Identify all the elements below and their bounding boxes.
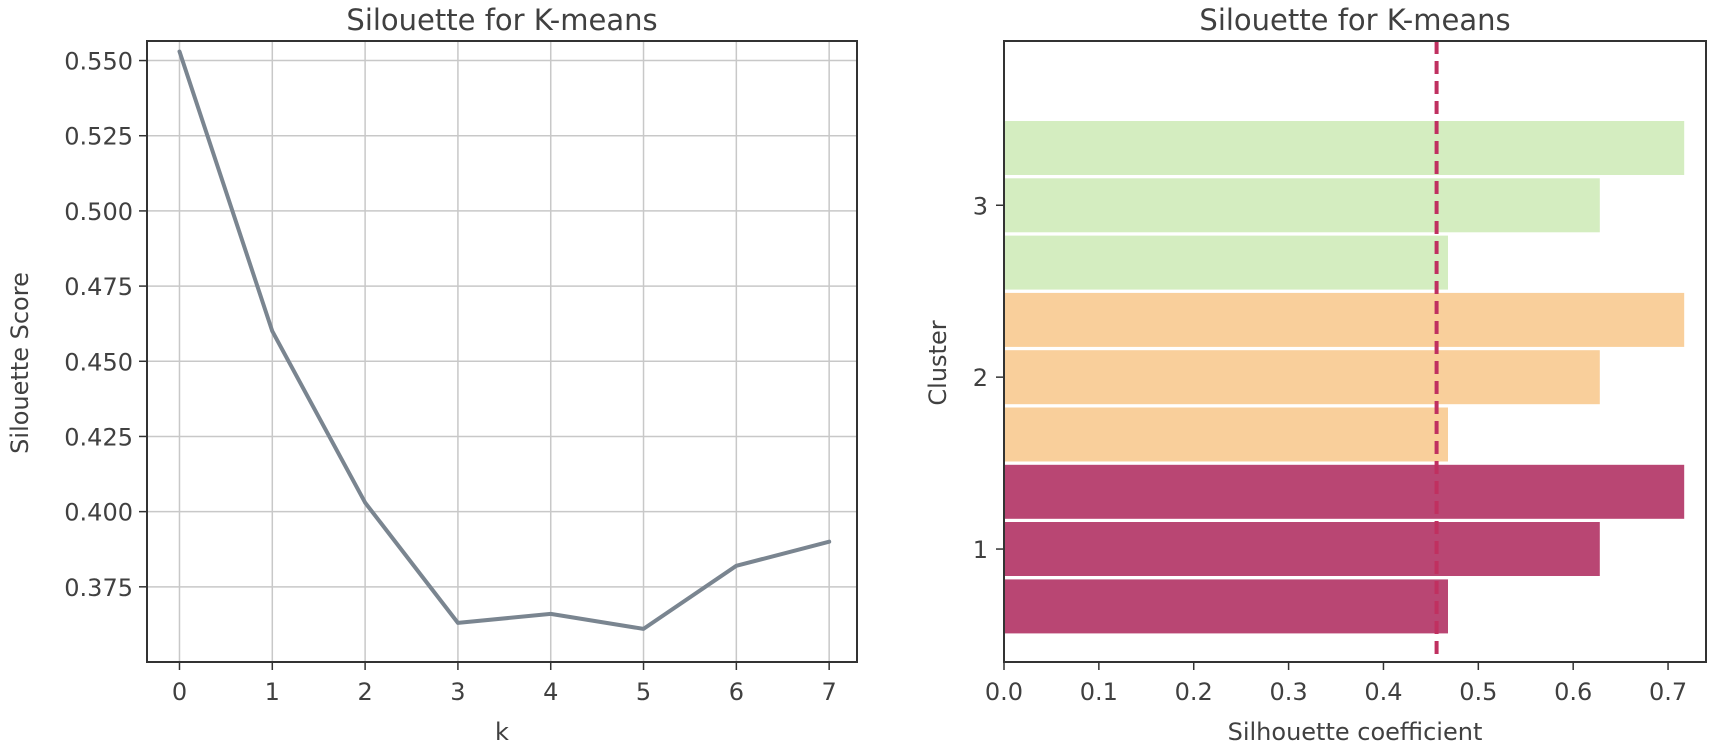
score-series-line	[177, 49, 832, 631]
left-y-tick-label: 0.550	[64, 48, 133, 76]
bar-cluster-3	[1004, 178, 1600, 233]
right-y-axis-label: Cluster	[924, 320, 952, 405]
left-x-tick-label: 2	[357, 678, 372, 706]
right-y-tick-label: 2	[973, 364, 988, 392]
left-y-tick-label: 0.500	[64, 198, 133, 226]
left-x-tick-label: 7	[822, 678, 837, 706]
left-y-tick-label: 0.475	[64, 273, 133, 301]
bar-cluster-2	[1004, 350, 1600, 405]
silhouette-score-line-chart: Silouette for K-means 0 1 2 3 4 5 6 7 0.375 0.40…	[6, 3, 858, 746]
left-y-tick-label: 0.525	[64, 123, 133, 151]
left-x-tick-label: 5	[636, 678, 651, 706]
left-y-tick-label: 0.425	[64, 423, 133, 451]
bar-cluster-3	[1004, 235, 1448, 290]
right-y-tick-label: 3	[973, 192, 988, 220]
right-x-tick-label: 0.3	[1270, 678, 1308, 706]
bar-cluster-1	[1004, 464, 1685, 519]
right-bars	[1004, 121, 1685, 634]
left-x-tick-label: 6	[729, 678, 744, 706]
left-x-axis-label: k	[495, 718, 509, 746]
right-y-ticks: 1 2 3	[973, 192, 1004, 564]
silhouette-coefficient-bar-chart: Silouette for K-means 0.0 0.1 0.2 0.3 0.4 0.5…	[924, 3, 1707, 746]
right-plot-frame	[1003, 40, 1707, 663]
left-y-ticks: 0.375 0.400 0.425 0.450 0.475 0.500 0.525 0.550	[64, 48, 147, 602]
left-x-tick-label: 3	[450, 678, 465, 706]
right-x-axis-label: Silhouette coefficient	[1228, 718, 1483, 746]
right-x-tick-label: 0.2	[1175, 678, 1213, 706]
right-x-ticks: 0.0 0.1 0.2 0.3 0.4 0.5 0.6 0.7	[985, 662, 1687, 706]
left-x-ticks: 0 1 2 3 4 5 6 7	[172, 662, 837, 706]
right-x-tick-label: 0.0	[985, 678, 1023, 706]
right-x-tick-label: 0.5	[1459, 678, 1497, 706]
left-plot-frame	[146, 40, 858, 663]
left-x-tick-label: 1	[265, 678, 280, 706]
right-x-tick-label: 0.1	[1080, 678, 1118, 706]
left-y-tick-label: 0.450	[64, 348, 133, 376]
right-x-tick-label: 0.7	[1649, 678, 1687, 706]
left-x-tick-label: 0	[172, 678, 187, 706]
right-chart-title: Silouette for K-means	[1199, 3, 1510, 37]
right-x-tick-label: 0.6	[1554, 678, 1592, 706]
left-y-tick-label: 0.400	[64, 499, 133, 527]
bar-cluster-1	[1004, 579, 1448, 634]
left-chart-title: Silouette for K-means	[346, 3, 657, 37]
left-y-axis-label: Silouette Score	[6, 272, 34, 454]
bar-cluster-2	[1004, 292, 1685, 347]
left-grid	[147, 41, 857, 662]
bar-cluster-2	[1004, 407, 1448, 462]
bar-cluster-3	[1004, 121, 1685, 175]
bar-cluster-1	[1004, 522, 1600, 576]
right-y-tick-label: 1	[973, 536, 988, 564]
left-x-tick-label: 4	[543, 678, 558, 706]
right-x-tick-label: 0.4	[1364, 678, 1402, 706]
left-y-tick-label: 0.375	[64, 574, 133, 602]
